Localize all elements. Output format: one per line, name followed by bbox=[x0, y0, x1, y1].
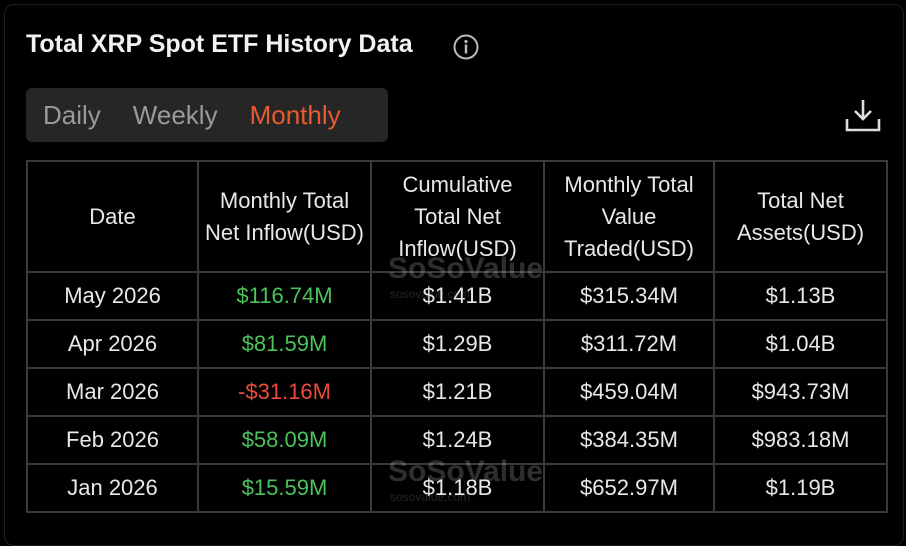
table-row: Jan 2026 $15.59M $1.18B $652.97M $1.19B bbox=[26, 463, 888, 513]
date-cell: Mar 2026 bbox=[26, 367, 199, 417]
value-cell: $1.24B bbox=[370, 415, 545, 465]
date-cell: Apr 2026 bbox=[26, 319, 199, 369]
tab-group: Daily Weekly Monthly bbox=[26, 88, 388, 142]
page: Total XRP Spot ETF History Data Daily Wee… bbox=[4, 4, 904, 546]
value-cell: $116.74M bbox=[197, 271, 372, 321]
column-header: Monthly Total Value Traded(USD) bbox=[543, 160, 715, 273]
date-cell: May 2026 bbox=[26, 271, 199, 321]
tab[interactable]: Monthly bbox=[249, 99, 341, 130]
info-icon[interactable] bbox=[452, 33, 480, 61]
column-header: Total Net Assets(USD) bbox=[713, 160, 888, 273]
value-cell: $459.04M bbox=[543, 367, 715, 417]
value-cell: $1.13B bbox=[713, 271, 888, 321]
value-cell: $983.18M bbox=[713, 415, 888, 465]
header-row: Date Monthly Total Net Inflow(USD) Cumulat… bbox=[26, 160, 888, 273]
value-cell: $1.21B bbox=[370, 367, 545, 417]
column-header: Date bbox=[26, 160, 199, 273]
value-cell: $58.09M bbox=[197, 415, 372, 465]
value-cell: $1.41B bbox=[370, 271, 545, 321]
value-cell: $311.72M bbox=[543, 319, 715, 369]
tab[interactable]: Weekly bbox=[132, 99, 218, 130]
title: Total XRP Spot ETF History Data bbox=[26, 30, 413, 58]
data-table: Date Monthly Total Net Inflow(USD) Cumulat… bbox=[26, 160, 888, 513]
download-icon[interactable] bbox=[844, 97, 882, 135]
table-row: Mar 2026 -$31.16M $1.21B $459.04M $943.73M bbox=[26, 367, 888, 417]
date-cell: Feb 2026 bbox=[26, 415, 199, 465]
value-cell: $1.18B bbox=[370, 463, 545, 513]
value-cell: $15.59M bbox=[197, 463, 372, 513]
value-cell: $652.97M bbox=[543, 463, 715, 513]
column-header: Cumulative Total Net Inflow(USD) bbox=[370, 160, 545, 273]
table-row: Apr 2026 $81.59M $1.29B $311.72M $1.04B bbox=[26, 319, 888, 369]
table-row: May 2026 $116.74M $1.41B $315.34M $1.13B bbox=[26, 271, 888, 321]
tab[interactable]: Daily bbox=[43, 99, 101, 130]
value-cell: $81.59M bbox=[197, 319, 372, 369]
value-cell: $1.04B bbox=[713, 319, 888, 369]
value-cell: $384.35M bbox=[543, 415, 715, 465]
value-cell: $943.73M bbox=[713, 367, 888, 417]
table-row: Feb 2026 $58.09M $1.24B $384.35M $983.18M bbox=[26, 415, 888, 465]
value-cell: -$31.16M bbox=[197, 367, 372, 417]
date-cell: Jan 2026 bbox=[26, 463, 199, 513]
value-cell: $315.34M bbox=[543, 271, 715, 321]
value-cell: $1.29B bbox=[370, 319, 545, 369]
column-header: Monthly Total Net Inflow(USD) bbox=[197, 160, 372, 273]
value-cell: $1.19B bbox=[713, 463, 888, 513]
